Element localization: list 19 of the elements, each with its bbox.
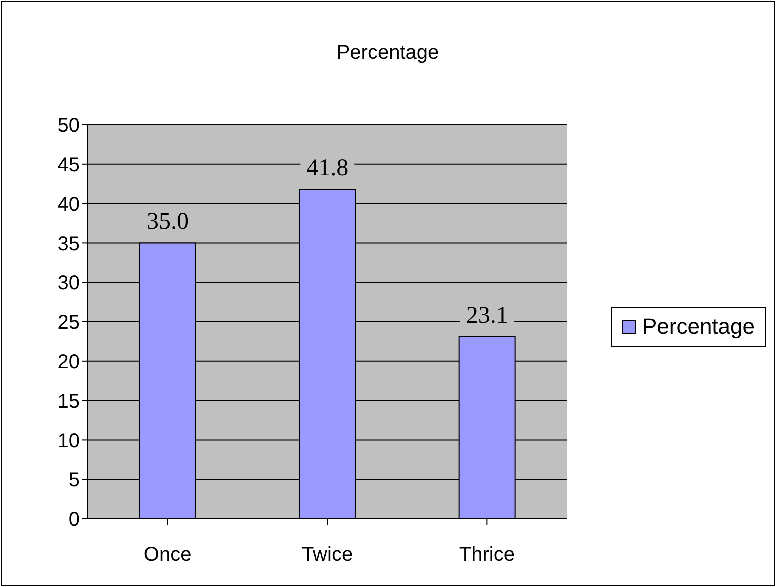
- y-tick-label: 0: [68, 509, 80, 532]
- y-tick-label: 30: [58, 272, 80, 295]
- y-tick-label: 40: [58, 194, 80, 216]
- data-label: 35.0: [147, 209, 189, 236]
- y-tick-label: 10: [58, 430, 80, 452]
- y-tick-label: 25: [58, 312, 80, 334]
- y-tick-label: 45: [58, 154, 80, 176]
- data-label: 41.8: [306, 156, 349, 182]
- y-tick-label: 15: [58, 390, 80, 413]
- y-tick-label: 35: [58, 233, 80, 256]
- y-tick-label: 5: [68, 470, 80, 492]
- x-tick-label: Thrice: [459, 544, 515, 566]
- chart-title: Percentage: [336, 42, 440, 65]
- x-tick-label: Once: [144, 544, 192, 566]
- legend-label: Percentage: [642, 314, 755, 340]
- y-tick-label: 20: [58, 352, 80, 374]
- data-label: 23.1: [466, 302, 508, 329]
- y-tick-label: 50: [58, 115, 80, 138]
- x-tick-label: Twice: [302, 544, 354, 566]
